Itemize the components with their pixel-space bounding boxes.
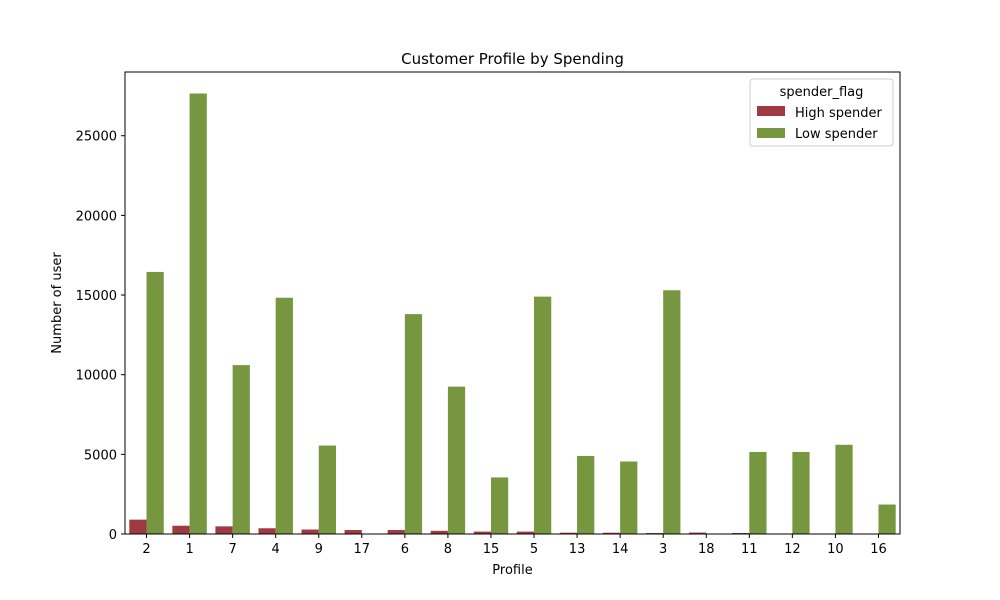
bar-low-spender-profile-13 <box>577 455 595 534</box>
bar-low-spender-profile-1 <box>189 93 207 534</box>
x-tick-label: 5 <box>530 542 538 557</box>
bar-low-spender-profile-8 <box>447 386 466 534</box>
x-tick-label: 13 <box>569 542 586 557</box>
x-tick-label: 7 <box>228 542 236 557</box>
x-tick-label: 15 <box>483 542 500 557</box>
x-tick-label: 9 <box>315 542 323 557</box>
x-tick-label: 17 <box>354 542 371 557</box>
bar-low-spender-profile-9 <box>318 445 336 534</box>
bar-high-spender-profile-5 <box>516 531 535 534</box>
legend-label-low-spender: Low spender <box>795 127 878 142</box>
y-axis-label: Number of user <box>50 252 65 354</box>
plot-frame <box>124 71 901 535</box>
bar-low-spender-profile-14 <box>620 461 638 534</box>
x-tick-label: 18 <box>698 542 715 557</box>
legend: spender_flag High spender Low spender <box>749 78 894 147</box>
x-tick-label: 8 <box>444 542 452 557</box>
bar-high-spender-profile-13 <box>559 532 578 534</box>
legend-swatch-high-spender <box>757 106 785 116</box>
x-tick-label: 11 <box>741 542 758 557</box>
x-tick-label: 4 <box>272 542 280 557</box>
bar-low-spender-profile-16 <box>878 504 896 534</box>
y-tick-label: 20000 <box>76 209 117 224</box>
x-tick-label: 10 <box>827 542 844 557</box>
x-axis-label: Profile <box>492 563 532 578</box>
x-tick-label: 14 <box>612 542 629 557</box>
bar-low-spender-profile-15 <box>490 477 509 534</box>
chart-title: Customer Profile by Spending <box>401 50 624 68</box>
legend-title: spender_flag <box>780 85 864 100</box>
bar-high-spender-profile-9 <box>301 529 319 534</box>
y-tick-label: 25000 <box>76 130 117 145</box>
y-tick-label: 10000 <box>76 369 117 384</box>
bar-high-spender-profile-17 <box>344 530 362 534</box>
bar-low-spender-profile-6 <box>404 314 423 534</box>
x-tick-label: 3 <box>659 542 667 557</box>
bar-low-spender-profile-7 <box>232 365 250 534</box>
y-tick-label: 0 <box>109 528 117 543</box>
bar-high-spender-profile-7 <box>215 526 233 534</box>
bar-low-spender-profile-2 <box>146 271 164 534</box>
bar-low-spender-profile-12 <box>792 451 810 534</box>
bar-low-spender-profile-3 <box>663 290 681 534</box>
x-tick-label: 2 <box>142 542 150 557</box>
bars-layer <box>129 93 896 534</box>
bar-low-spender-profile-5 <box>534 296 552 534</box>
x-tick-label: 1 <box>185 542 193 557</box>
bar-low-spender-profile-11 <box>749 451 767 534</box>
bar-high-spender-profile-2 <box>129 519 147 534</box>
x-tick-label: 12 <box>784 542 801 557</box>
y-tick-label: 5000 <box>84 448 117 463</box>
bar-high-spender-profile-8 <box>430 530 448 534</box>
x-tick-label: 6 <box>401 542 409 557</box>
bar-high-spender-profile-14 <box>602 532 621 534</box>
bar-high-spender-profile-6 <box>387 530 405 534</box>
legend-frame <box>749 78 894 147</box>
y-tick-label: 15000 <box>76 289 117 304</box>
legend-label-high-spender: High spender <box>795 106 883 121</box>
bar-high-spender-profile-15 <box>473 531 491 534</box>
bar-low-spender-profile-4 <box>275 297 293 534</box>
legend-swatch-low-spender <box>757 128 785 138</box>
bar-high-spender-profile-1 <box>172 525 190 534</box>
bar-low-spender-profile-10 <box>835 444 853 534</box>
bar-high-spender-profile-4 <box>258 528 276 534</box>
x-tick-label: 16 <box>870 542 887 557</box>
bar-high-spender-profile-18 <box>689 532 707 534</box>
